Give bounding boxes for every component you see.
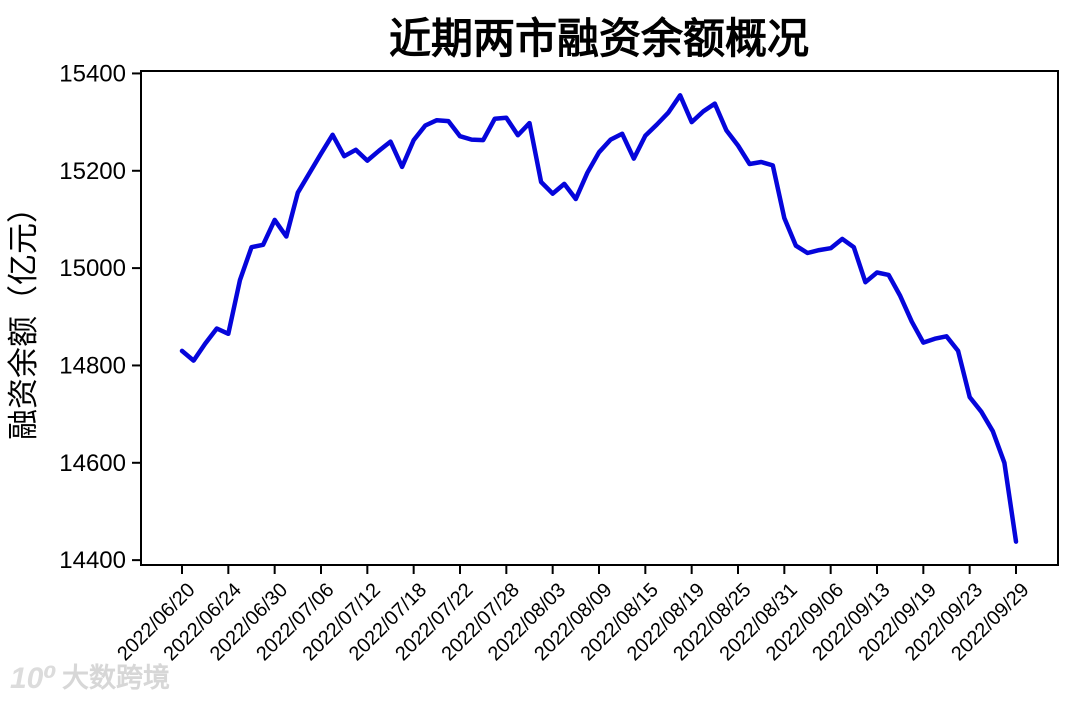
watermark-logo-icon: 10⁰ bbox=[10, 662, 57, 695]
y-tick-label: 14400 bbox=[59, 547, 126, 574]
chart-title: 近期两市融资余额概况 bbox=[389, 15, 809, 62]
y-tick-label: 15000 bbox=[59, 255, 126, 282]
watermark-text: 大数跨境 bbox=[62, 663, 170, 693]
y-tick-label: 15400 bbox=[59, 60, 126, 87]
watermark: 10⁰ 大数跨境 bbox=[10, 662, 170, 695]
y-axis-label: 融资余额（亿元） bbox=[6, 192, 41, 440]
plot-area: 1440014600148001500015200154002022/06/20… bbox=[59, 60, 1059, 665]
margin-balance-series-line bbox=[179, 93, 1019, 544]
y-tick-label: 14600 bbox=[59, 450, 126, 477]
y-tick-label: 14800 bbox=[59, 352, 126, 379]
y-tick-label: 15200 bbox=[59, 158, 126, 185]
